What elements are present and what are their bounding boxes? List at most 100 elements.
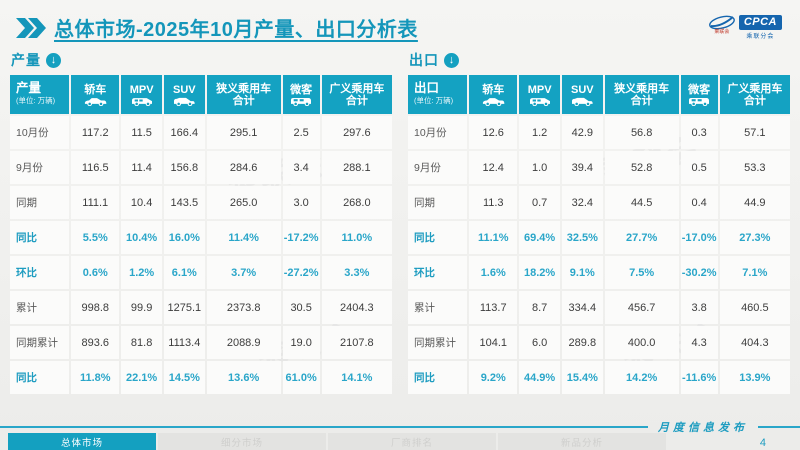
table-cell: 288.1 bbox=[321, 151, 392, 184]
row-label: 同期累计 bbox=[10, 326, 70, 359]
table-cell: 11.8% bbox=[71, 361, 120, 394]
table-cell: 156.8 bbox=[163, 151, 205, 184]
table-cell: 32.4 bbox=[561, 186, 603, 219]
table-cell: 11.4 bbox=[121, 151, 162, 184]
table-cell: 0.7 bbox=[519, 186, 560, 219]
table-cell: 1.2 bbox=[519, 116, 560, 149]
table-row: 10月份 12.6 1.2 42.9 56.8 0.3 57.1 bbox=[408, 116, 790, 149]
table-cell: 8.7 bbox=[519, 291, 560, 324]
export-table: 出口 (单位: 万辆) 轿车 MPV SUV 狭义乘用车 合计 微客 广义乘用车 合计 10月份 12… bbox=[406, 73, 792, 396]
table-cell: 117.2 bbox=[71, 116, 120, 149]
table-cell: 0.4 bbox=[680, 186, 718, 219]
chevron-double-icon bbox=[16, 17, 46, 38]
cpca-logo: 乘联会 CPCA 乘联分会 bbox=[708, 15, 786, 40]
table-corner-header: 产量 (单位: 万辆) bbox=[10, 75, 70, 114]
table-cell: 16.0% bbox=[163, 221, 205, 254]
table-cell: 42.9 bbox=[561, 116, 603, 149]
table-cell: 10.4% bbox=[121, 221, 162, 254]
footer-tab-2[interactable]: 厂商排名 bbox=[328, 433, 496, 450]
production-table: 产量 (单位: 万辆) 轿车 MPV SUV 狭义乘用车 合计 微客 广义乘用车 合计 10月份 11… bbox=[8, 73, 394, 396]
footer-rule-line bbox=[0, 426, 648, 428]
microvan-icon bbox=[681, 97, 718, 106]
table-cell: 2.5 bbox=[282, 116, 320, 149]
mpv-icon bbox=[121, 97, 162, 106]
footer-tabs: 总体市场 细分市场 厂商排名 新品分析 bbox=[8, 433, 666, 450]
row-label: 累计 bbox=[10, 291, 70, 324]
row-label: 累计 bbox=[408, 291, 468, 324]
table-cell: -17.0% bbox=[680, 221, 718, 254]
column-header: 轿车 bbox=[71, 75, 120, 114]
table-cell: 14.1% bbox=[321, 361, 392, 394]
column-header: MPV bbox=[121, 75, 162, 114]
table-cell: -17.2% bbox=[282, 221, 320, 254]
table-cell: 13.9% bbox=[719, 361, 790, 394]
column-header: 广义乘用车 合计 bbox=[719, 75, 790, 114]
footer-tab-1[interactable]: 细分市场 bbox=[158, 433, 326, 450]
row-label: 环比 bbox=[10, 256, 70, 289]
table-cell: 10.4 bbox=[121, 186, 162, 219]
column-header: SUV bbox=[163, 75, 205, 114]
mpv-icon bbox=[519, 97, 560, 106]
row-label: 环比 bbox=[408, 256, 468, 289]
table-cell: 6.1% bbox=[163, 256, 205, 289]
table-row: 同期累计 104.1 6.0 289.8 400.0 4.3 404.3 bbox=[408, 326, 790, 359]
table-cell: 7.5% bbox=[604, 256, 679, 289]
table-cell: 11.3 bbox=[469, 186, 518, 219]
table-cell: 57.1 bbox=[719, 116, 790, 149]
table-row: 环比 0.6% 1.2% 6.1% 3.7% -27.2% 3.3% bbox=[10, 256, 392, 289]
sedan-icon bbox=[469, 97, 517, 106]
table-cell: 289.8 bbox=[561, 326, 603, 359]
production-section-head: 产量 ↓ bbox=[11, 51, 394, 69]
row-label: 9月份 bbox=[10, 151, 70, 184]
table-cell: 44.9 bbox=[719, 186, 790, 219]
table-corner-header: 出口 (单位: 万辆) bbox=[408, 75, 468, 114]
table-cell: 113.7 bbox=[469, 291, 518, 324]
table-cell: 268.0 bbox=[321, 186, 392, 219]
table-cell: 111.1 bbox=[71, 186, 120, 219]
table-cell: 104.1 bbox=[469, 326, 518, 359]
page-title: 总体市场-2025年10月产量、出口分析表 bbox=[54, 19, 418, 41]
table-cell: 1113.4 bbox=[163, 326, 205, 359]
table-row: 10月份 117.2 11.5 166.4 295.1 2.5 297.6 bbox=[10, 116, 392, 149]
table-cell: 0.6% bbox=[71, 256, 120, 289]
cpca-swoosh-icon bbox=[708, 15, 735, 30]
suv-icon bbox=[562, 97, 603, 106]
table-cell: 3.0 bbox=[282, 186, 320, 219]
footer-tab-0[interactable]: 总体市场 bbox=[8, 433, 156, 450]
table-cell: 116.5 bbox=[71, 151, 120, 184]
footer-rule-line bbox=[758, 426, 800, 428]
table-cell: 4.3 bbox=[680, 326, 718, 359]
suv-icon bbox=[164, 97, 205, 106]
table-cell: 69.4% bbox=[519, 221, 560, 254]
table-cell: 3.3% bbox=[321, 256, 392, 289]
table-cell: 39.4 bbox=[561, 151, 603, 184]
table-row: 同期累计 893.6 81.8 1113.4 2088.9 19.0 2107.8 bbox=[10, 326, 392, 359]
table-cell: 1.2% bbox=[121, 256, 162, 289]
table-cell: 1.0 bbox=[519, 151, 560, 184]
table-cell: 30.5 bbox=[282, 291, 320, 324]
row-label: 同期累计 bbox=[408, 326, 468, 359]
table-cell: 334.4 bbox=[561, 291, 603, 324]
table-cell: 9.2% bbox=[469, 361, 518, 394]
table-cell: 297.6 bbox=[321, 116, 392, 149]
down-arrow-icon: ↓ bbox=[444, 52, 459, 68]
table-cell: 893.6 bbox=[71, 326, 120, 359]
footer-tab-3[interactable]: 新品分析 bbox=[498, 433, 666, 450]
table-cell: 14.5% bbox=[163, 361, 205, 394]
table-cell: 9.1% bbox=[561, 256, 603, 289]
table-cell: 32.5% bbox=[561, 221, 603, 254]
table-cell: 2373.8 bbox=[206, 291, 281, 324]
table-row: 9月份 116.5 11.4 156.8 284.6 3.4 288.1 bbox=[10, 151, 392, 184]
page-number: 4 bbox=[759, 437, 766, 449]
table-cell: 11.1% bbox=[469, 221, 518, 254]
table-cell: 27.3% bbox=[719, 221, 790, 254]
table-cell: 11.5 bbox=[121, 116, 162, 149]
column-header: 狭义乘用车 合计 bbox=[206, 75, 281, 114]
row-label: 同比 bbox=[10, 221, 70, 254]
table-cell: 99.9 bbox=[121, 291, 162, 324]
table-row: 同期 11.3 0.7 32.4 44.5 0.4 44.9 bbox=[408, 186, 790, 219]
table-row: 同比 9.2% 44.9% 15.4% 14.2% -11.6% 13.9% bbox=[408, 361, 790, 394]
table-cell: 0.5 bbox=[680, 151, 718, 184]
footer-caption: 月度信息发布 bbox=[658, 422, 748, 434]
